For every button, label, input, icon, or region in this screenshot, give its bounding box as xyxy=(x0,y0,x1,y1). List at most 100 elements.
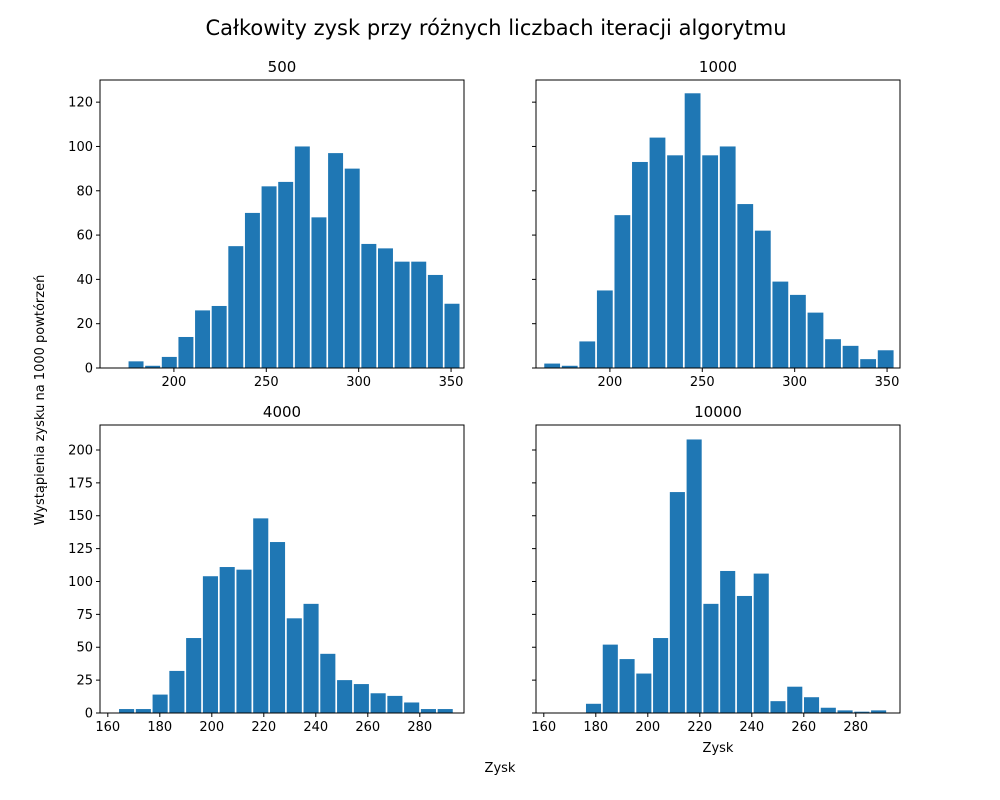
y-tick-label: 200 xyxy=(68,443,93,458)
bar-10000-5 xyxy=(636,673,652,713)
x-tick-label: 160 xyxy=(531,720,556,735)
bar-10000-12 xyxy=(753,573,769,713)
bar-10000-10 xyxy=(720,570,736,713)
bar-500-19 xyxy=(444,303,460,368)
bar-4000-16 xyxy=(387,695,403,713)
y-tick-label: 20 xyxy=(76,317,93,332)
bar-500-5 xyxy=(211,305,227,368)
bar-4000-15 xyxy=(370,693,386,713)
bar-4000-3 xyxy=(169,670,185,713)
x-tick-label: 280 xyxy=(407,720,432,735)
bar-500-12 xyxy=(328,153,344,368)
bar-10000-16 xyxy=(820,707,836,713)
bar-10000-13 xyxy=(770,701,786,713)
bar-500-13 xyxy=(344,168,360,368)
subplot-title: 10000 xyxy=(694,403,742,421)
bar-1000-9 xyxy=(702,155,719,368)
y-tick-label: 50 xyxy=(76,641,93,656)
x-tick-label: 220 xyxy=(687,720,712,735)
bar-1000-13 xyxy=(772,281,789,368)
bar-1000-6 xyxy=(649,137,666,368)
y-tick-label: 175 xyxy=(68,476,93,491)
figure-ylabel: Wystąpienia zysku na 1000 powtórzeń xyxy=(33,275,48,526)
bar-10000-6 xyxy=(653,638,669,713)
y-tick-label: 40 xyxy=(76,273,93,288)
bar-4000-11 xyxy=(303,603,319,713)
bar-500-9 xyxy=(278,181,294,368)
bar-10000-19 xyxy=(871,710,887,713)
bar-4000-2 xyxy=(152,694,168,713)
subplot-title: 500 xyxy=(268,58,297,76)
x-tick-label: 160 xyxy=(95,720,120,735)
bar-4000-18 xyxy=(420,709,436,713)
bar-1000-19 xyxy=(877,350,894,368)
bar-1000-4 xyxy=(614,215,631,368)
y-tick-label: 0 xyxy=(85,707,93,722)
bar-500-7 xyxy=(244,212,260,368)
bar-1000-3 xyxy=(596,290,613,368)
bar-1000-10 xyxy=(719,146,736,368)
bar-500-4 xyxy=(195,310,211,368)
axes-frame xyxy=(99,79,465,369)
bar-10000-11 xyxy=(736,595,752,713)
bar-10000-8 xyxy=(686,439,702,713)
bar-4000-4 xyxy=(186,638,202,713)
bar-4000-0 xyxy=(119,709,135,713)
bar-1000-11 xyxy=(737,204,754,368)
bar-500-10 xyxy=(294,146,310,368)
bar-1000-15 xyxy=(807,312,824,368)
bar-500-3 xyxy=(178,336,194,368)
bar-10000-4 xyxy=(619,659,635,713)
bar-1000-1 xyxy=(561,365,578,368)
x-tick-label: 250 xyxy=(254,375,279,390)
subplot-title: 4000 xyxy=(263,403,301,421)
bar-500-8 xyxy=(261,186,277,368)
bar-10000-7 xyxy=(669,492,685,713)
subplot-500: 500 200 250 300 350 0 20 40 60 80 100 120 xyxy=(68,58,465,390)
x-tick-label: 300 xyxy=(782,375,807,390)
x-tick-label: 240 xyxy=(739,720,764,735)
bar-10000-18 xyxy=(854,711,870,713)
bar-4000-5 xyxy=(202,576,218,713)
bar-4000-14 xyxy=(353,684,369,713)
bar-10000-9 xyxy=(703,603,719,713)
bar-1000-16 xyxy=(825,339,841,368)
figure-title: Całkowity zysk przy różnych liczbach ite… xyxy=(205,16,786,40)
subplot-xlabel: Zysk xyxy=(703,741,734,756)
y-tick-label: 125 xyxy=(68,542,93,557)
bar-500-6 xyxy=(228,246,244,368)
x-tick-label: 280 xyxy=(843,720,868,735)
bar-1000-18 xyxy=(860,359,877,368)
bar-10000-17 xyxy=(837,710,853,713)
bar-4000-19 xyxy=(437,709,453,713)
x-tick-label: 200 xyxy=(199,720,224,735)
y-tick-label: 150 xyxy=(68,509,93,524)
bar-500-15 xyxy=(377,248,393,368)
bar-4000-8 xyxy=(253,518,269,713)
x-tick-label: 260 xyxy=(791,720,816,735)
y-tick-label: 75 xyxy=(76,608,93,623)
bar-500-11 xyxy=(311,217,327,368)
y-tick-label: 0 xyxy=(85,362,93,377)
axes-frame xyxy=(535,79,901,369)
subplot-4000: 4000 160 180 200 220 240 260 280 0 25 50 75 100 125 15… xyxy=(68,403,465,735)
bar-10000-15 xyxy=(803,697,820,713)
bar-4000-1 xyxy=(135,709,151,713)
x-tick-label: 350 xyxy=(875,375,900,390)
bar-4000-17 xyxy=(404,702,420,713)
bar-10000-14 xyxy=(787,686,803,713)
y-tick-label: 100 xyxy=(68,140,93,155)
bar-500-17 xyxy=(411,261,427,368)
x-tick-label: 180 xyxy=(583,720,608,735)
axes-frame xyxy=(99,424,465,714)
x-tick-label: 300 xyxy=(346,375,371,390)
bar-500-16 xyxy=(394,261,410,368)
y-tick-label: 100 xyxy=(68,575,93,590)
figure-xlabel: Zysk xyxy=(485,761,516,776)
bar-1000-7 xyxy=(667,155,683,368)
x-tick-label: 220 xyxy=(251,720,276,735)
bar-4000-13 xyxy=(337,680,353,713)
subplot-title: 1000 xyxy=(699,58,737,76)
